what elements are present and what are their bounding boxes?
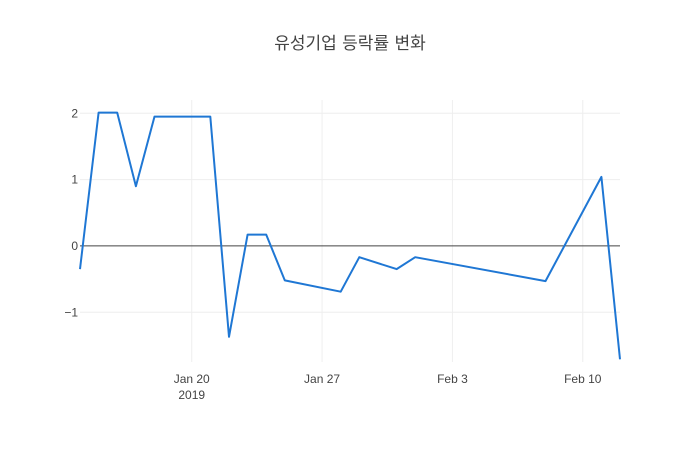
x-axis-ticks: Jan 20 2019 Jan 27 Feb 3 Feb 10 [174,372,602,402]
y-axis-ticks: 2 1 0 −1 [64,106,78,319]
y-tick-label: 0 [71,239,78,253]
x-tick-label: Jan 27 [304,372,340,386]
y-tick-label: −1 [64,305,78,319]
y-tick-label: 1 [71,173,78,187]
grid-layer [80,100,620,362]
y-tick-label: 2 [71,106,78,120]
x-tick-label: Jan 20 [174,372,210,386]
x-tick-label: Feb 10 [564,372,602,386]
series-layer [79,111,621,360]
chart-title: 유성기업 등락률 변화 [274,34,426,54]
series-line [79,111,621,360]
x-tick-label: Feb 3 [437,372,468,386]
x-tick-sublabel: 2019 [178,388,205,402]
